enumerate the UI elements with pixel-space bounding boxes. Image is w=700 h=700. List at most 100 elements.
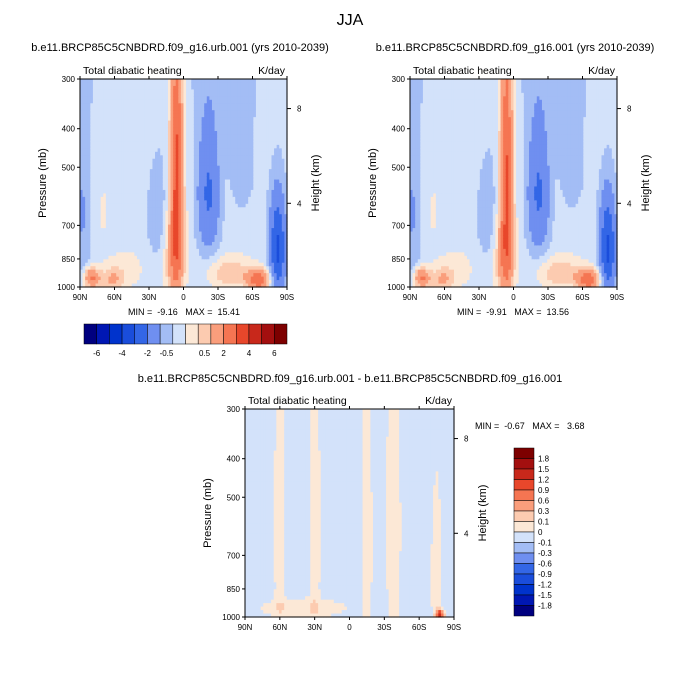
heatmap-cell — [100, 106, 104, 111]
heatmap-cell — [113, 200, 117, 205]
heatmap-cell — [118, 186, 122, 191]
heatmap-cell — [162, 221, 166, 226]
heatmap-cell — [87, 158, 91, 163]
heatmap-cell — [144, 134, 148, 139]
heatmap-cell — [142, 245, 146, 250]
heatmap-cell — [162, 269, 166, 274]
heatmap-cell — [152, 183, 156, 188]
heatmap-cell — [87, 186, 91, 191]
heatmap-cell — [147, 210, 151, 215]
heatmap-cell — [100, 144, 104, 149]
heatmap-cell — [85, 158, 89, 163]
heatmap-cell — [170, 224, 174, 229]
heatmap-cell — [136, 217, 141, 222]
heatmap-cell — [108, 124, 112, 129]
heatmap-cell — [147, 127, 151, 132]
heatmap-cell — [100, 127, 104, 132]
heatmap-cell — [103, 127, 107, 132]
heatmap-cell — [103, 228, 107, 233]
heatmap-cell — [100, 79, 104, 84]
heatmap-cell — [149, 131, 154, 136]
heatmap-cell — [103, 252, 107, 257]
heatmap-cell — [155, 144, 159, 149]
heatmap-cell — [95, 221, 99, 226]
heatmap-cell — [152, 179, 156, 184]
heatmap-cell — [98, 92, 102, 97]
heatmap-cell — [131, 113, 135, 118]
heatmap-cell — [160, 96, 164, 101]
heatmap-cell — [131, 106, 135, 111]
heatmap-cell — [103, 193, 107, 198]
heatmap-cell — [160, 221, 164, 226]
heatmap-cell — [136, 141, 141, 146]
heatmap-cell — [131, 144, 135, 149]
heatmap-cell — [147, 241, 151, 246]
heatmap-cell — [134, 141, 138, 146]
heatmap-cell — [82, 82, 86, 87]
heatmap-cell — [173, 210, 177, 215]
heatmap-cell — [165, 155, 169, 160]
heatmap-cell — [90, 241, 94, 246]
heatmap-cell — [152, 120, 156, 125]
heatmap-cell — [90, 134, 94, 139]
heatmap-cell — [121, 224, 125, 229]
heatmap-cell — [90, 183, 94, 188]
heatmap-cell — [142, 238, 146, 243]
heatmap-cell — [100, 238, 104, 243]
heatmap-cell — [155, 96, 159, 101]
heatmap-cell — [144, 89, 148, 94]
heatmap-cell — [103, 158, 107, 163]
heatmap-cell — [149, 172, 154, 177]
heatmap-cell — [80, 134, 84, 139]
heatmap-cell — [144, 172, 148, 177]
heatmap-cell — [98, 266, 102, 271]
heatmap-cell — [100, 120, 104, 125]
heatmap-cell — [157, 134, 161, 139]
heatmap-cell — [165, 179, 169, 184]
heatmap-cell — [98, 252, 102, 257]
heatmap-cell — [80, 276, 84, 281]
heatmap-cell — [152, 169, 156, 174]
heatmap-cell — [113, 189, 117, 194]
heatmap-cell — [136, 183, 141, 188]
heatmap-cell — [105, 134, 110, 139]
heatmap-cell — [167, 179, 172, 184]
heatmap-cell — [92, 127, 97, 132]
heatmap-cell — [129, 113, 133, 118]
heatmap-cell — [108, 131, 112, 136]
heatmap-cell — [98, 79, 102, 84]
heatmap-cell — [111, 96, 115, 101]
heatmap-cell — [121, 193, 125, 198]
heatmap-cell — [121, 248, 125, 253]
heatmap-cell — [87, 276, 91, 281]
heatmap-cell — [100, 266, 104, 271]
heatmap-cell — [108, 110, 112, 115]
heatmap-cell — [98, 217, 102, 222]
heatmap-cell — [85, 266, 89, 271]
heatmap-cell — [126, 103, 130, 108]
heatmap-cell — [113, 137, 117, 142]
heatmap-cell — [162, 124, 166, 129]
heatmap-cell — [103, 179, 107, 184]
heatmap-cell — [90, 186, 94, 191]
heatmap-cell — [149, 96, 154, 101]
heatmap-cell — [111, 183, 115, 188]
heatmap-cell — [105, 235, 110, 240]
heatmap-cell — [165, 255, 169, 260]
heatmap-cell — [134, 183, 138, 188]
heatmap-cell — [139, 255, 143, 260]
heatmap-cell — [134, 259, 138, 264]
heatmap-cell — [113, 252, 117, 257]
heatmap-cell — [165, 221, 169, 226]
heatmap-cell — [139, 273, 143, 278]
heatmap-cell — [170, 200, 174, 205]
heatmap-cell — [157, 245, 161, 250]
heatmap-cell — [95, 196, 99, 201]
heatmap-cell — [85, 165, 89, 170]
heatmap-cell — [100, 273, 104, 278]
heatmap-cell — [121, 262, 125, 267]
heatmap-cell — [147, 255, 151, 260]
heatmap-cell — [175, 82, 179, 87]
heatmap-cell — [85, 235, 89, 240]
heatmap-cell — [142, 228, 146, 233]
